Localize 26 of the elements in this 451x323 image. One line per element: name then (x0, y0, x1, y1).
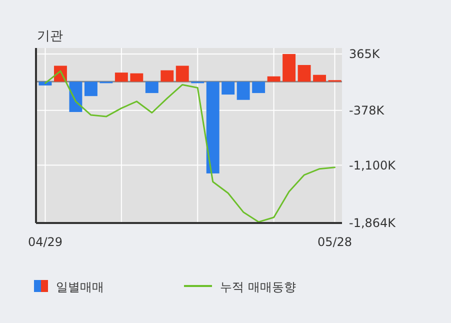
bar (176, 66, 189, 82)
chart-title: 기관 (37, 29, 63, 44)
legend-label: 누적 매매동향 (220, 280, 296, 294)
bar (145, 82, 158, 94)
y-tick-label: -378K (349, 104, 386, 118)
bar (236, 82, 250, 100)
bar (252, 82, 266, 94)
line-series (44, 70, 336, 223)
bar (69, 82, 82, 112)
bar (114, 72, 128, 82)
bar (130, 73, 144, 82)
bar (206, 82, 220, 174)
legend-label: 일별매매 (56, 280, 104, 294)
bar (267, 76, 280, 82)
bar (160, 70, 174, 82)
bar (84, 82, 98, 96)
bar (282, 54, 296, 82)
y-tick-label: -1,864K (349, 216, 397, 230)
y-tick-label: -1,100K (349, 158, 397, 172)
bar (222, 82, 235, 95)
y-tick-label: 365K (349, 47, 381, 62)
x-tick-label: 04/29 (28, 235, 63, 249)
x-tick-label: 05/28 (317, 235, 352, 249)
bar (313, 74, 326, 82)
bar (298, 64, 311, 82)
bar (38, 82, 52, 86)
